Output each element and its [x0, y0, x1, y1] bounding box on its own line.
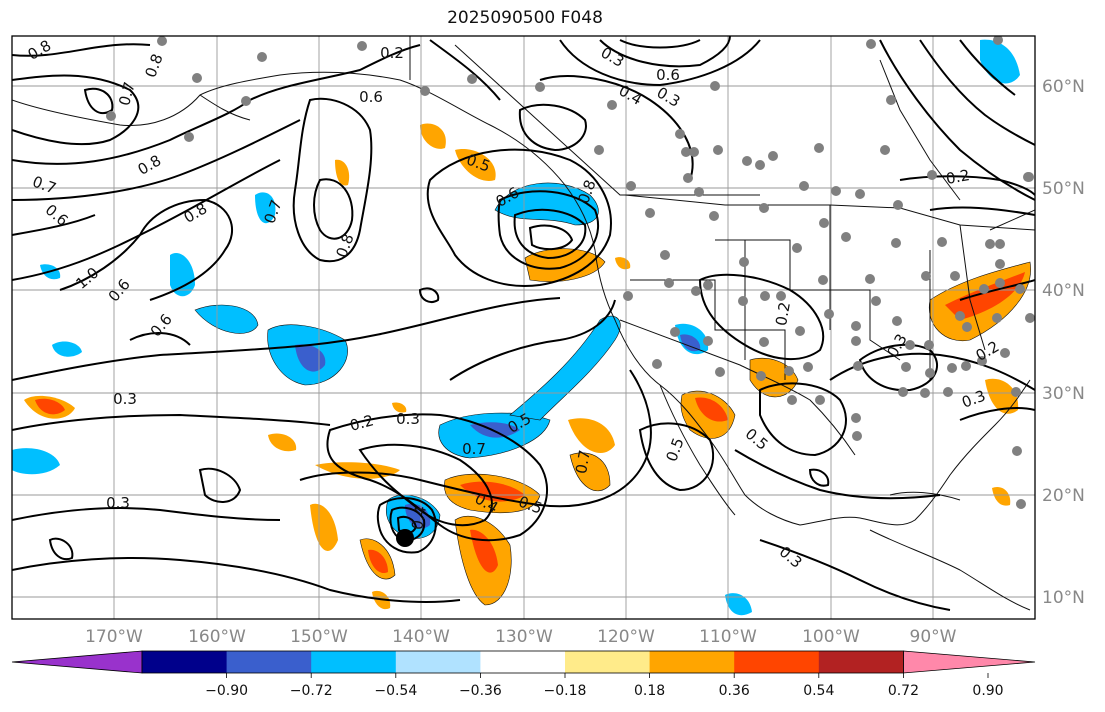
- positive-anomaly-region: [569, 452, 611, 492]
- lon-label: 90°W: [910, 627, 957, 647]
- contour-label: 0.7: [572, 449, 594, 476]
- colorbar-segment: [395, 651, 481, 673]
- contour-lines: [12, 36, 1035, 611]
- lat-label: 10°N: [1042, 588, 1085, 608]
- positive-anomaly-region: [420, 123, 446, 149]
- positive-anomaly-region: [568, 418, 615, 453]
- colorbar-tick-label: −0.18: [544, 683, 587, 699]
- positive-anomaly-region: [985, 378, 1019, 414]
- negative-anomaly-region: [52, 341, 82, 357]
- lat-label: 20°N: [1042, 486, 1085, 506]
- colorbar-segment: [311, 651, 397, 673]
- positive-anomaly-region: [35, 398, 65, 415]
- contour-label: 0.6: [656, 66, 680, 84]
- lon-label: 120°W: [597, 627, 655, 647]
- contour-label: 0.3: [396, 410, 420, 428]
- colorbar-extend-low: [11, 650, 143, 674]
- colorbar-tick-label: −0.36: [459, 683, 502, 699]
- map-frame: [11, 35, 1036, 620]
- positive-anomaly-region: [945, 272, 1025, 320]
- negative-anomaly-region: [255, 192, 276, 224]
- colorbar-tick-label: 0.54: [803, 683, 834, 699]
- contour-label: 0.4: [408, 505, 430, 532]
- colorbar-extend-high: [903, 650, 1036, 674]
- longitude-labels: 170°W 160°W 150°W 140°W 130°W 120°W 110°…: [85, 627, 957, 647]
- map-title: 2025090500 F048: [447, 8, 603, 28]
- positive-anomaly-region: [460, 481, 525, 502]
- colorbar-tick-label: 0.36: [719, 683, 750, 699]
- colorbar: −0.90 −0.72 −0.54 −0.36 −0.18 0.18 0.36 0.54 0.7…: [11, 650, 1036, 699]
- lat-label: 30°N: [1042, 384, 1085, 404]
- colorbar-segment: [480, 651, 566, 673]
- positive-anomaly-region: [695, 397, 728, 422]
- colorbar-tick-label: −0.72: [290, 683, 333, 699]
- contour-label: 0.7: [462, 440, 486, 458]
- negative-anomaly-region: [12, 448, 60, 475]
- lon-label: 130°W: [495, 627, 553, 647]
- positive-anomaly-region: [992, 486, 1011, 506]
- colorbar-segment: [565, 651, 651, 673]
- colorbar-tick-label: −0.54: [374, 683, 417, 699]
- positive-anomaly-region: [268, 433, 297, 452]
- contour-label: 0.2: [380, 44, 404, 62]
- lon-label: 150°W: [290, 627, 348, 647]
- lon-label: 110°W: [699, 627, 757, 647]
- colorbar-segment: [226, 651, 312, 673]
- negative-anomaly-region: [725, 593, 752, 616]
- colorbar-tick-label: 0.90: [972, 683, 1003, 699]
- colorbar-tick-label: 0.72: [888, 683, 919, 699]
- colorbar-segment: [818, 651, 904, 673]
- colorbar-segment: [142, 651, 228, 673]
- lat-label: 40°N: [1042, 281, 1085, 301]
- contour-label: 0.2: [348, 411, 376, 435]
- positive-anomaly-region: [335, 159, 350, 186]
- graticule: [12, 36, 1035, 619]
- station-markers: [106, 36, 1035, 509]
- coastlines: [12, 36, 1035, 611]
- colorbar-segment: [734, 651, 820, 673]
- negative-anomaly-region: [295, 344, 326, 372]
- contour-label: 0.3: [106, 494, 130, 512]
- negative-anomaly-region: [680, 334, 701, 352]
- contour-label: 0.7: [115, 80, 139, 108]
- latitude-labels: 60°N 50°N 40°N 30°N 20°N 10°N: [1042, 77, 1085, 608]
- positive-anomaly-region: [470, 529, 498, 573]
- contour-label: 0.6: [359, 88, 383, 106]
- colorbar-tick-label: 0.18: [634, 683, 665, 699]
- negative-anomaly-region: [170, 253, 195, 297]
- positive-anomaly-region: [392, 402, 407, 413]
- lat-label: 60°N: [1042, 77, 1085, 97]
- storm-center-marker: [396, 529, 414, 547]
- lon-label: 170°W: [85, 627, 143, 647]
- negative-anomaly-region: [194, 304, 259, 334]
- contour-label: 0.3: [113, 390, 137, 408]
- negative-anomaly-region: [509, 315, 621, 421]
- lon-label: 160°W: [188, 627, 246, 647]
- lon-label: 140°W: [392, 627, 450, 647]
- colorbar-outline: [141, 650, 904, 674]
- colorbar-segment: [649, 651, 735, 673]
- lon-label: 100°W: [802, 627, 860, 647]
- contour-label: 0.2: [945, 166, 972, 188]
- lat-label: 50°N: [1042, 179, 1085, 199]
- colorbar-tick-label: −0.90: [205, 683, 248, 699]
- positive-anomaly-region: [310, 503, 338, 551]
- contour-label: 0.2: [772, 301, 794, 328]
- positive-anomaly-region: [368, 549, 388, 574]
